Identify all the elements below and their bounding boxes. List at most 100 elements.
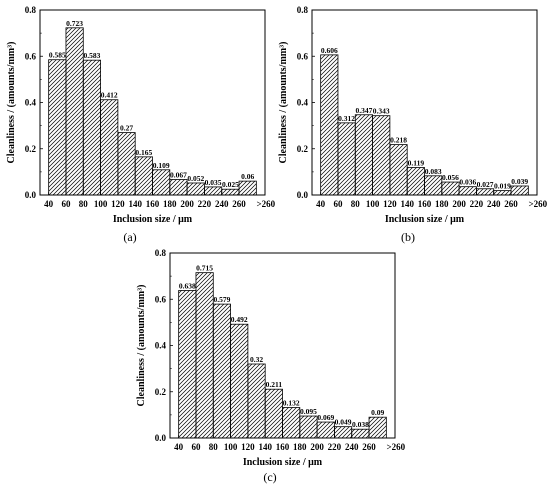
data-label: 0.165 bbox=[135, 148, 152, 157]
data-label: 0.036 bbox=[459, 178, 476, 187]
y-tick-label: 0.8 bbox=[155, 248, 167, 258]
data-label: 0.583 bbox=[83, 51, 100, 60]
x-tick-label: 140 bbox=[400, 199, 414, 209]
bar bbox=[282, 407, 301, 439]
bar bbox=[441, 181, 460, 196]
panel-label: (a) bbox=[123, 230, 136, 244]
y-tick-label: 0.6 bbox=[155, 294, 167, 304]
x-tick-label: 120 bbox=[241, 442, 255, 452]
bar bbox=[510, 185, 529, 196]
y-tick-label: 0.8 bbox=[25, 5, 37, 15]
y-tick-label: 0.0 bbox=[25, 190, 37, 200]
x-tick-label: 260 bbox=[232, 199, 246, 209]
data-label: 0.035 bbox=[205, 178, 222, 187]
y-tick-label: 0.2 bbox=[25, 144, 37, 154]
y-tick-label: 0.4 bbox=[25, 98, 37, 108]
bar bbox=[169, 179, 188, 196]
x-tick-label: >260 bbox=[387, 442, 406, 452]
data-label: 0.069 bbox=[317, 413, 334, 422]
data-label: 0.019 bbox=[494, 182, 511, 191]
data-label: 0.218 bbox=[390, 136, 407, 145]
x-axis-label: Inclusion size / μm bbox=[385, 214, 465, 225]
x-tick-label: 160 bbox=[146, 199, 160, 209]
bar bbox=[493, 190, 512, 196]
data-label: 0.049 bbox=[335, 418, 352, 427]
x-tick-label: 120 bbox=[383, 199, 397, 209]
data-label: 0.09 bbox=[371, 408, 384, 417]
x-tick-label: 200 bbox=[180, 199, 194, 209]
x-tick-label: 60 bbox=[191, 442, 201, 452]
data-label: 0.606 bbox=[321, 46, 338, 55]
bar bbox=[238, 180, 257, 196]
x-tick-label: 100 bbox=[94, 199, 108, 209]
bar bbox=[424, 175, 443, 196]
x-tick-label: 120 bbox=[111, 199, 125, 209]
x-tick-label: 220 bbox=[328, 442, 342, 452]
x-tick-label: >260 bbox=[257, 199, 276, 209]
x-tick-label: 260 bbox=[504, 199, 518, 209]
x-tick-label: 80 bbox=[351, 199, 361, 209]
y-tick-label: 0.0 bbox=[297, 190, 309, 200]
data-label: 0.109 bbox=[153, 161, 170, 170]
data-label: 0.638 bbox=[179, 281, 196, 290]
data-label: 0.211 bbox=[266, 380, 283, 389]
bar bbox=[65, 27, 84, 196]
data-label: 0.412 bbox=[101, 91, 118, 100]
bar bbox=[337, 122, 356, 196]
data-label: 0.052 bbox=[187, 174, 204, 183]
x-tick-label: 160 bbox=[418, 199, 432, 209]
data-label: 0.343 bbox=[373, 107, 390, 116]
chart-panel-c: 0.6380.7150.5790.4920.320.2110.1320.0950… bbox=[136, 248, 406, 484]
data-label: 0.715 bbox=[196, 264, 213, 273]
data-label: 0.027 bbox=[477, 180, 494, 189]
bar bbox=[117, 132, 136, 196]
bar bbox=[368, 416, 387, 439]
bar bbox=[320, 54, 339, 196]
y-tick-label: 0.4 bbox=[155, 341, 167, 351]
x-tick-label: 60 bbox=[61, 199, 71, 209]
data-label: 0.067 bbox=[170, 171, 187, 180]
data-label: 0.119 bbox=[408, 158, 425, 167]
x-tick-label: 260 bbox=[362, 442, 376, 452]
data-label: 0.32 bbox=[250, 355, 263, 364]
x-axis-label: Inclusion size / μm bbox=[243, 457, 323, 468]
bar bbox=[221, 188, 240, 196]
data-label: 0.27 bbox=[120, 124, 133, 133]
y-tick-label: 0.2 bbox=[297, 144, 309, 154]
bar bbox=[476, 188, 495, 196]
data-label: 0.056 bbox=[442, 173, 459, 182]
x-tick-label: 40 bbox=[316, 199, 326, 209]
y-tick-label: 0.4 bbox=[297, 98, 309, 108]
data-label: 0.585 bbox=[49, 51, 66, 60]
bar bbox=[406, 167, 425, 196]
x-axis-label: Inclusion size / μm bbox=[113, 214, 193, 225]
y-axis-label: Cleanliness / (amounts/mm³) bbox=[6, 42, 17, 164]
bar bbox=[334, 426, 353, 439]
x-tick-label: 240 bbox=[487, 199, 501, 209]
x-tick-label: 220 bbox=[198, 199, 212, 209]
x-tick-label: 60 bbox=[333, 199, 343, 209]
x-tick-label: >260 bbox=[529, 199, 548, 209]
bar bbox=[152, 169, 171, 196]
x-tick-label: 140 bbox=[258, 442, 272, 452]
data-label: 0.025 bbox=[222, 180, 239, 189]
x-tick-label: 200 bbox=[452, 199, 466, 209]
x-tick-label: 180 bbox=[435, 199, 449, 209]
x-tick-label: 240 bbox=[345, 442, 359, 452]
data-label: 0.723 bbox=[66, 19, 83, 28]
y-tick-label: 0.6 bbox=[25, 51, 37, 61]
data-label: 0.347 bbox=[355, 106, 372, 115]
bar bbox=[458, 186, 477, 196]
y-axis-label: Cleanliness / (amounts/mm³) bbox=[278, 42, 289, 164]
bar bbox=[354, 114, 373, 196]
panel-label: (c) bbox=[263, 470, 276, 484]
bar bbox=[372, 115, 391, 196]
x-tick-label: 100 bbox=[224, 442, 238, 452]
x-tick-label: 80 bbox=[209, 442, 219, 452]
bar bbox=[212, 303, 231, 439]
y-tick-label: 0.2 bbox=[155, 387, 167, 397]
data-label: 0.083 bbox=[425, 167, 442, 176]
